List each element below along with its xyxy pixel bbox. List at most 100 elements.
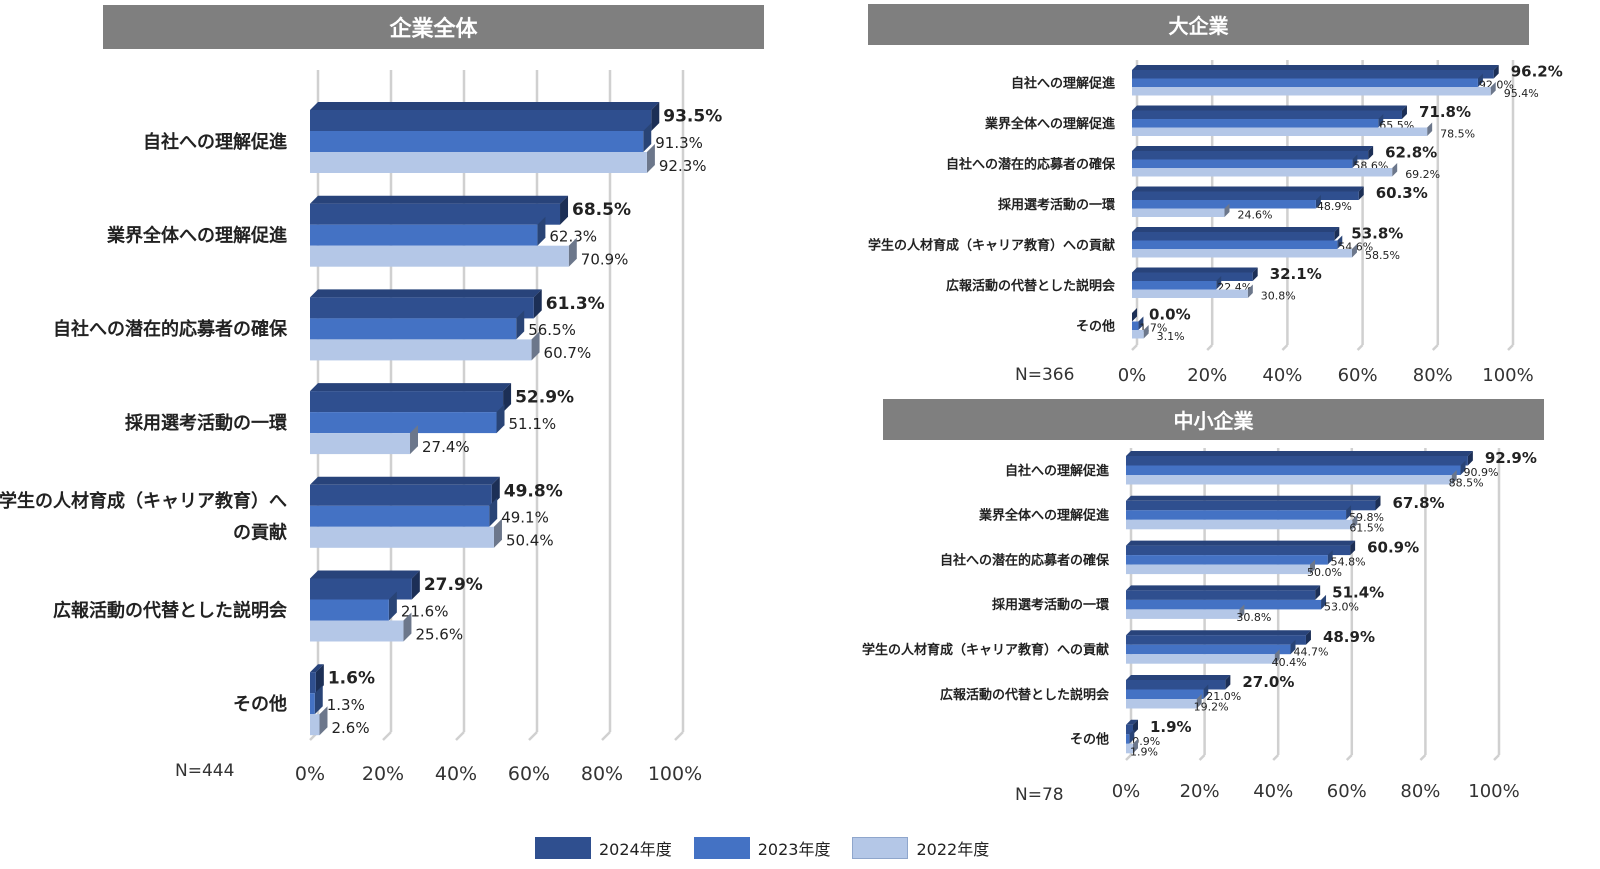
bar-side-all-2024-1 (560, 195, 569, 225)
chart-all: 0% 20% 40% 60% 80% 100% N=444 自社への理解促進 93.5% 91.3… (0, 70, 722, 785)
bar-large-2023-1 (1132, 119, 1379, 128)
bar-side-large-2022-3 (1224, 203, 1230, 217)
bar-top-all-2024-4 (310, 476, 500, 485)
n-label-large: N=366 (1015, 365, 1074, 385)
legend-swatch-2022 (852, 837, 909, 859)
bar-side-all-2023-5 (388, 591, 397, 621)
bar-top-large-2024-3 (1132, 186, 1364, 192)
bar-side-large-2022-1 (1427, 122, 1433, 136)
bar-side-sme-2024-2 (1350, 540, 1356, 556)
bar-side-all-2022-5 (403, 612, 412, 642)
bar-sme-2023-6 (1126, 734, 1130, 744)
data-label-all-2022-6: 2.6% (331, 719, 369, 737)
x-tick-label-large-4: 80% (1413, 365, 1453, 386)
bar-side-all-2024-4 (491, 476, 500, 506)
data-label-sme-2024-3: 51.4% (1332, 583, 1384, 601)
bar-all-2023-4 (310, 505, 490, 527)
data-label-sme-2023-1: 59.8% (1349, 511, 1384, 524)
x-tick-label-all-1: 20% (362, 763, 404, 785)
bar-sme-2022-5 (1126, 699, 1197, 709)
bar-side-large-2023-4 (1337, 235, 1343, 249)
x-tick-label-large-3: 60% (1338, 365, 1378, 386)
data-label-all-2022-1: 70.9% (581, 250, 629, 268)
bar-large-2023-6 (1132, 321, 1139, 330)
data-label-sme-2024-5: 27.0% (1242, 673, 1294, 691)
bar-side-large-2022-6 (1143, 325, 1149, 339)
category-label-sme-0: 自社への理解促進 (1005, 463, 1109, 479)
bar-sme-2023-3 (1126, 599, 1322, 610)
bar-side-sme-2023-6 (1129, 729, 1135, 744)
legend-swatch-2023 (693, 837, 750, 859)
bar-large-2023-2 (1132, 159, 1353, 168)
data-label-large-2022-4: 58.5% (1365, 249, 1400, 262)
bar-top-all-2024-6 (310, 664, 324, 673)
bar-large-2023-0 (1132, 78, 1478, 87)
category-label-sme-5: 広報活動の代替とした説明会 (940, 687, 1110, 703)
bar-side-large-2023-1 (1378, 114, 1384, 128)
data-label-sme-2022-6: 1.9% (1130, 745, 1158, 758)
bar-side-sme-2023-5 (1203, 684, 1209, 699)
bar-side-all-2023-1 (537, 216, 546, 246)
bar-all-2023-6 (310, 693, 315, 715)
gridline-foot-sme-5 (1493, 754, 1500, 761)
bar-all-2024-4 (310, 484, 492, 506)
gridline-foot-sme-1 (1198, 754, 1206, 761)
bar-all-2023-3 (310, 412, 497, 434)
legend-label-2024: 2024年度 (599, 840, 672, 859)
category-label-all-4-line1: の貢献 (233, 521, 287, 543)
bar-side-all-2023-6 (314, 685, 323, 715)
legend-item-2024: 2024年度 (535, 836, 672, 860)
bar-all-2022-2 (310, 339, 532, 361)
bar-side-all-2024-2 (533, 289, 542, 319)
data-label-all-2023-6: 1.3% (327, 696, 365, 714)
bar-all-2023-2 (310, 318, 517, 340)
bar-top-sme-2024-0 (1126, 451, 1473, 456)
x-tick-label-all-5: 100% (648, 763, 702, 785)
bar-large-2024-1 (1132, 110, 1402, 119)
bar-top-sme-2024-3 (1126, 585, 1321, 591)
data-label-all-2022-2: 60.7% (544, 344, 592, 362)
bar-all-2024-2 (310, 297, 534, 319)
category-label-all-1: 業界全体への理解促進 (106, 225, 287, 247)
data-label-all-2022-3: 27.4% (422, 438, 470, 456)
bar-all-2023-1 (310, 224, 538, 246)
data-label-sme-2022-0: 88.5% (1449, 477, 1484, 490)
bar-large-2024-4 (1132, 232, 1335, 241)
bar-side-sme-2024-4 (1305, 630, 1311, 645)
bar-large-2022-4 (1132, 249, 1352, 258)
data-label-large-2024-4: 53.8% (1351, 225, 1403, 243)
bar-large-2023-5 (1132, 281, 1217, 290)
bar-side-all-2024-0 (651, 102, 660, 131)
bar-side-all-2023-0 (643, 123, 652, 152)
bar-sme-2022-4 (1126, 654, 1275, 664)
bar-all-2024-3 (310, 391, 504, 413)
bar-side-sme-2023-2 (1327, 550, 1333, 565)
bar-top-sme-2024-6 (1126, 719, 1138, 725)
data-label-large-2022-3: 24.6% (1237, 209, 1272, 222)
bar-side-sme-2022-6 (1132, 738, 1138, 754)
data-label-sme-2022-5: 19.2% (1194, 701, 1229, 714)
bar-large-2022-1 (1132, 127, 1428, 136)
bar-top-sme-2024-4 (1126, 630, 1311, 636)
bar-sme-2023-4 (1126, 644, 1291, 655)
bar-all-2022-1 (310, 245, 569, 267)
bar-side-large-2024-6 (1132, 308, 1137, 322)
bar-sme-2023-0 (1126, 465, 1461, 475)
x-tick-label-large-1: 20% (1187, 365, 1227, 386)
data-label-sme-2022-4: 40.4% (1272, 656, 1307, 669)
data-label-sme-2023-3: 53.0% (1324, 601, 1359, 614)
bar-sme-2022-0 (1126, 475, 1452, 485)
bar-sme-2022-3 (1126, 609, 1240, 619)
bar-sme-2023-1 (1126, 510, 1347, 520)
data-label-large-2022-6: 3.1% (1157, 330, 1185, 343)
legend-label-2023: 2023年度 (757, 840, 831, 859)
bar-side-sme-2022-4 (1274, 649, 1280, 664)
bar-side-all-2022-0 (646, 144, 655, 173)
bar-side-all-2023-2 (516, 310, 525, 340)
category-label-sme-3: 採用選考活動の一環 (992, 597, 1110, 613)
bar-all-2024-5 (310, 578, 412, 600)
bar-top-sme-2024-2 (1126, 540, 1356, 546)
bar-side-all-2023-4 (489, 497, 498, 527)
